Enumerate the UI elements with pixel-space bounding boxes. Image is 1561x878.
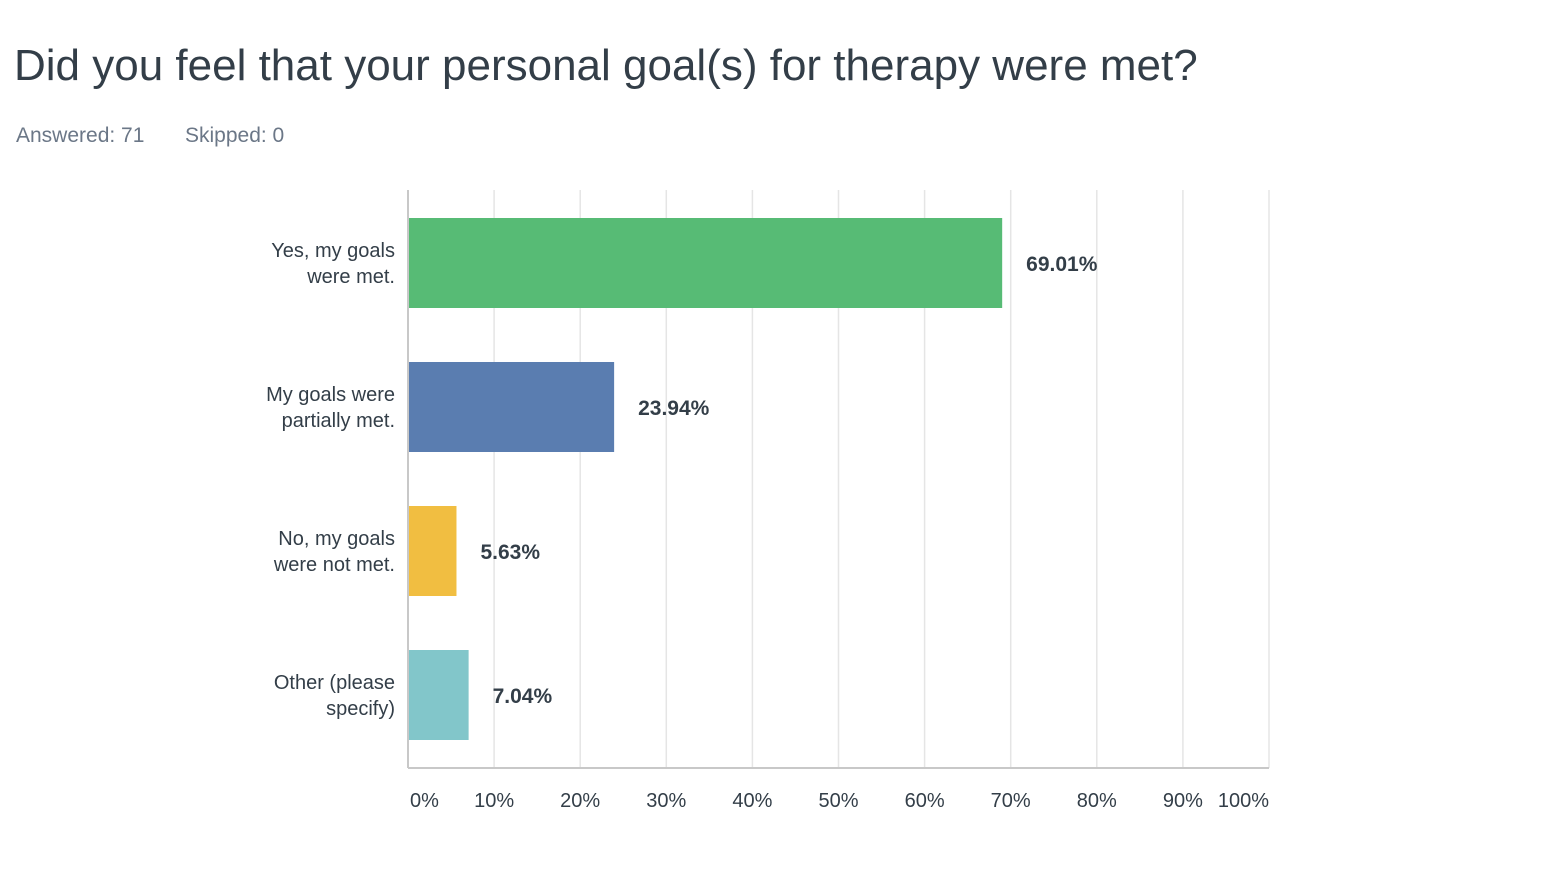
tick-label-0: 0% — [410, 790, 439, 812]
bar-2 — [408, 506, 457, 596]
tick-label-50: 50% — [818, 790, 858, 812]
category-label-1-0: My goals were — [266, 384, 395, 406]
tick-label-10: 10% — [474, 790, 514, 812]
category-labels: Yes, my goals were met. My goals were parti… — [266, 240, 395, 720]
tick-label-40: 40% — [732, 790, 772, 812]
bars — [408, 218, 1003, 740]
tick-label-70: 70% — [991, 790, 1031, 812]
tick-label-60: 60% — [905, 790, 945, 812]
page-title: Did you feel that your personal goal(s) … — [14, 41, 1198, 90]
category-label-1-1: partially met. — [282, 410, 395, 432]
category-label-2-0: No, my goals — [278, 528, 395, 550]
bar-3 — [408, 650, 469, 740]
bar-1 — [408, 362, 615, 452]
axes — [407, 190, 1269, 769]
value-label-2: 5.63% — [480, 541, 540, 564]
bar-0 — [408, 218, 1003, 308]
value-label-0: 69.01% — [1026, 253, 1098, 276]
tick-label-80: 80% — [1077, 790, 1117, 812]
value-labels: 69.01% 23.94% 5.63% 7.04% — [480, 253, 1097, 708]
value-label-1: 23.94% — [638, 397, 710, 420]
category-label-3-1: specify) — [326, 698, 395, 720]
skipped-count: Skipped: 0 — [185, 124, 285, 147]
category-label-0-1: were met. — [306, 266, 395, 288]
category-label-2-1: were not met. — [273, 554, 395, 576]
answered-count: Answered: 71 — [16, 124, 145, 147]
category-label-3-0: Other (please — [274, 672, 395, 694]
tick-label-30: 30% — [646, 790, 686, 812]
tick-label-100: 100% — [1218, 790, 1269, 812]
category-label-0-0: Yes, my goals — [271, 240, 395, 262]
tick-label-20: 20% — [560, 790, 600, 812]
tick-label-90: 90% — [1163, 790, 1203, 812]
tick-labels: 0% 10% 20% 30% 40% 50% 60% 70% 80% 90% 100% — [410, 790, 1269, 812]
value-label-3: 7.04% — [493, 685, 553, 708]
